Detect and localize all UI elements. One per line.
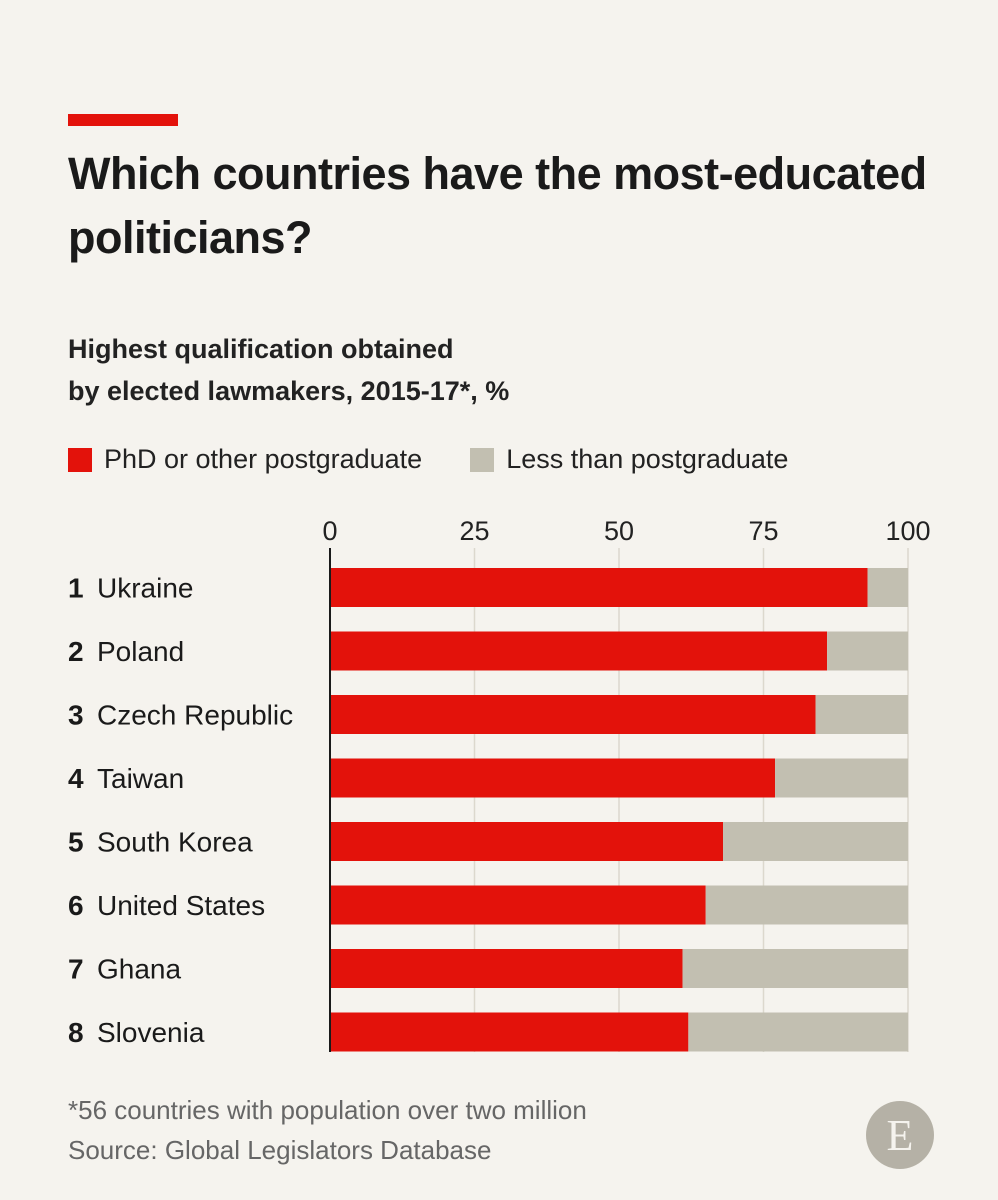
bar-postgraduate — [330, 1012, 689, 1052]
category-label: Czech Republic — [97, 700, 293, 731]
chart-title: Which countries have the most-educated p… — [68, 148, 927, 263]
bar-postgraduate — [330, 758, 776, 798]
legend-label-postgraduate: PhD or other postgraduate — [104, 444, 423, 474]
rank-label: 5 — [68, 827, 84, 858]
subtitle-line-1: Highest qualification obtained — [68, 334, 454, 364]
accent-bar — [68, 114, 178, 126]
bar-less — [682, 949, 908, 988]
x-tick-label: 50 — [604, 516, 634, 546]
rank-label: 8 — [68, 1017, 84, 1048]
bar-postgraduate — [330, 885, 706, 925]
category-label: Ghana — [97, 954, 181, 985]
bar-postgraduate — [330, 631, 828, 671]
category-label: Taiwan — [97, 763, 184, 794]
subtitle-line-2: by elected lawmakers, 2015-17*, % — [68, 376, 510, 406]
footnote-source: Source: Global Legislators Database — [68, 1135, 492, 1165]
bar-postgraduate — [330, 695, 816, 734]
bar-less — [705, 885, 908, 925]
x-tick-label: 100 — [885, 516, 930, 546]
legend-swatch-postgraduate — [68, 447, 92, 472]
bar-postgraduate — [330, 822, 724, 861]
bar-postgraduate — [330, 949, 683, 988]
x-tick-label: 25 — [459, 516, 489, 546]
rank-label: 4 — [68, 763, 84, 794]
legend: PhD or other postgraduate Less than post… — [68, 444, 836, 475]
bar-less — [775, 758, 908, 798]
bar-less — [867, 568, 908, 607]
rank-label: 7 — [68, 954, 84, 985]
legend-item-postgraduate: PhD or other postgraduate — [68, 444, 422, 475]
bar-less — [827, 631, 908, 671]
legend-label-less: Less than postgraduate — [506, 444, 789, 474]
rank-label: 1 — [68, 573, 84, 604]
rank-label: 2 — [68, 636, 84, 667]
category-label: Ukraine — [97, 573, 193, 604]
x-tick-label: 75 — [748, 516, 778, 546]
rank-label: 3 — [68, 700, 84, 731]
legend-swatch-less — [470, 447, 495, 472]
category-label: United States — [97, 890, 265, 921]
bar-less — [815, 695, 908, 734]
category-label: South Korea — [97, 827, 253, 858]
bar-less — [688, 1012, 908, 1052]
footnote-note: *56 countries with population over two m… — [68, 1095, 587, 1125]
x-tick-label: 0 — [322, 516, 337, 546]
legend-item-less: Less than postgraduate — [470, 444, 788, 475]
category-label: Poland — [97, 636, 184, 667]
rank-label: 6 — [68, 890, 84, 921]
bar-less — [723, 822, 908, 861]
chart-subtitle: Highest qualification obtained by electe… — [68, 328, 768, 412]
category-label: Slovenia — [97, 1017, 205, 1048]
economist-logo: E — [866, 1101, 934, 1169]
footnote: *56 countries with population over two m… — [68, 1090, 587, 1170]
bar-postgraduate — [330, 568, 868, 607]
